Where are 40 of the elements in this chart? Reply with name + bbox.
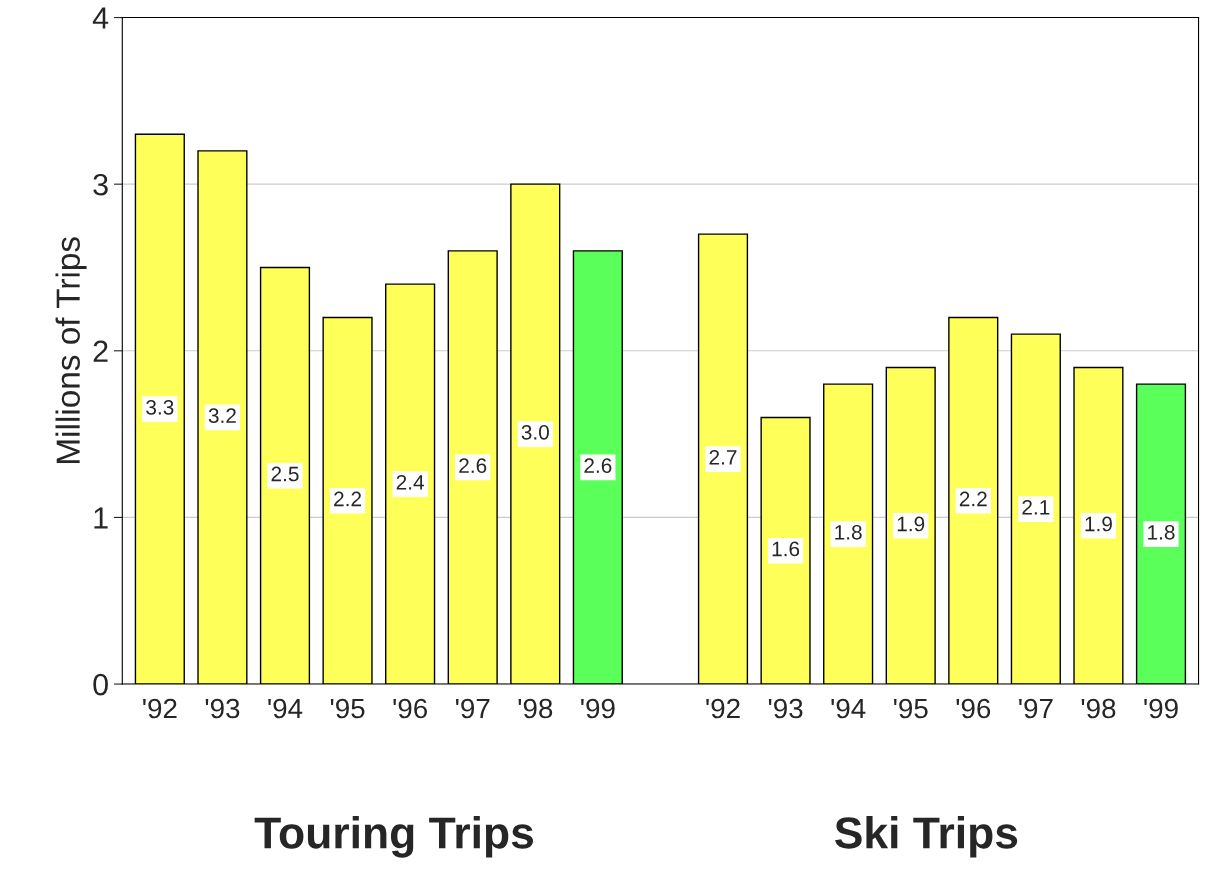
x-tick-label: '94 bbox=[268, 698, 303, 719]
y-tick-label: 4 bbox=[92, 7, 109, 29]
x-tick-label: '96 bbox=[956, 698, 991, 719]
data-label: 1.8 bbox=[1148, 524, 1175, 540]
data-label: 3.3 bbox=[146, 399, 174, 415]
x-tick-label: '92 bbox=[706, 698, 740, 719]
y-tick-label: 1 bbox=[94, 507, 108, 529]
data-label: 2.2 bbox=[959, 491, 987, 507]
data-label: 3.0 bbox=[521, 424, 549, 440]
data-label: 3.2 bbox=[208, 408, 236, 424]
text: Ski Trips bbox=[835, 816, 1018, 858]
x-tick-label: '93 bbox=[768, 698, 803, 719]
y-tick-label: 2 bbox=[93, 340, 108, 362]
x-tick-label: '93 bbox=[205, 698, 240, 719]
data-label: 2.1 bbox=[1022, 499, 1050, 515]
y-axis-title: Millions of Trips bbox=[55, 237, 87, 463]
data-label: 2.4 bbox=[396, 474, 424, 490]
x-tick-label: '98 bbox=[1081, 698, 1116, 719]
data-label: 2.6 bbox=[459, 458, 487, 474]
x-tick-label: '98 bbox=[518, 698, 553, 719]
data-label: 1.9 bbox=[1085, 516, 1112, 532]
x-tick-label: '99 bbox=[581, 698, 615, 719]
x-tick-label: '96 bbox=[393, 698, 428, 719]
y-tick-label: 0 bbox=[93, 673, 108, 696]
x-tick-label: '94 bbox=[831, 698, 866, 719]
data-label: 2.5 bbox=[271, 466, 299, 482]
x-tick-label: '95 bbox=[330, 698, 365, 719]
x-tick-label: '95 bbox=[894, 698, 928, 719]
data-label: 2.2 bbox=[334, 491, 361, 507]
y-tick-label: 3 bbox=[93, 173, 108, 196]
x-tick-label: '97 bbox=[1019, 698, 1053, 719]
data-label: 1.8 bbox=[835, 524, 862, 540]
x-tick-label: '92 bbox=[143, 698, 177, 719]
x-tick-label: '97 bbox=[456, 698, 490, 719]
data-label: 2.7 bbox=[709, 449, 737, 465]
text: Touring Trips bbox=[254, 816, 534, 858]
data-label: 2.6 bbox=[584, 458, 612, 474]
data-label: 1.9 bbox=[897, 516, 925, 532]
data-label: 1.6 bbox=[772, 541, 800, 557]
x-tick-label: '99 bbox=[1144, 698, 1178, 719]
